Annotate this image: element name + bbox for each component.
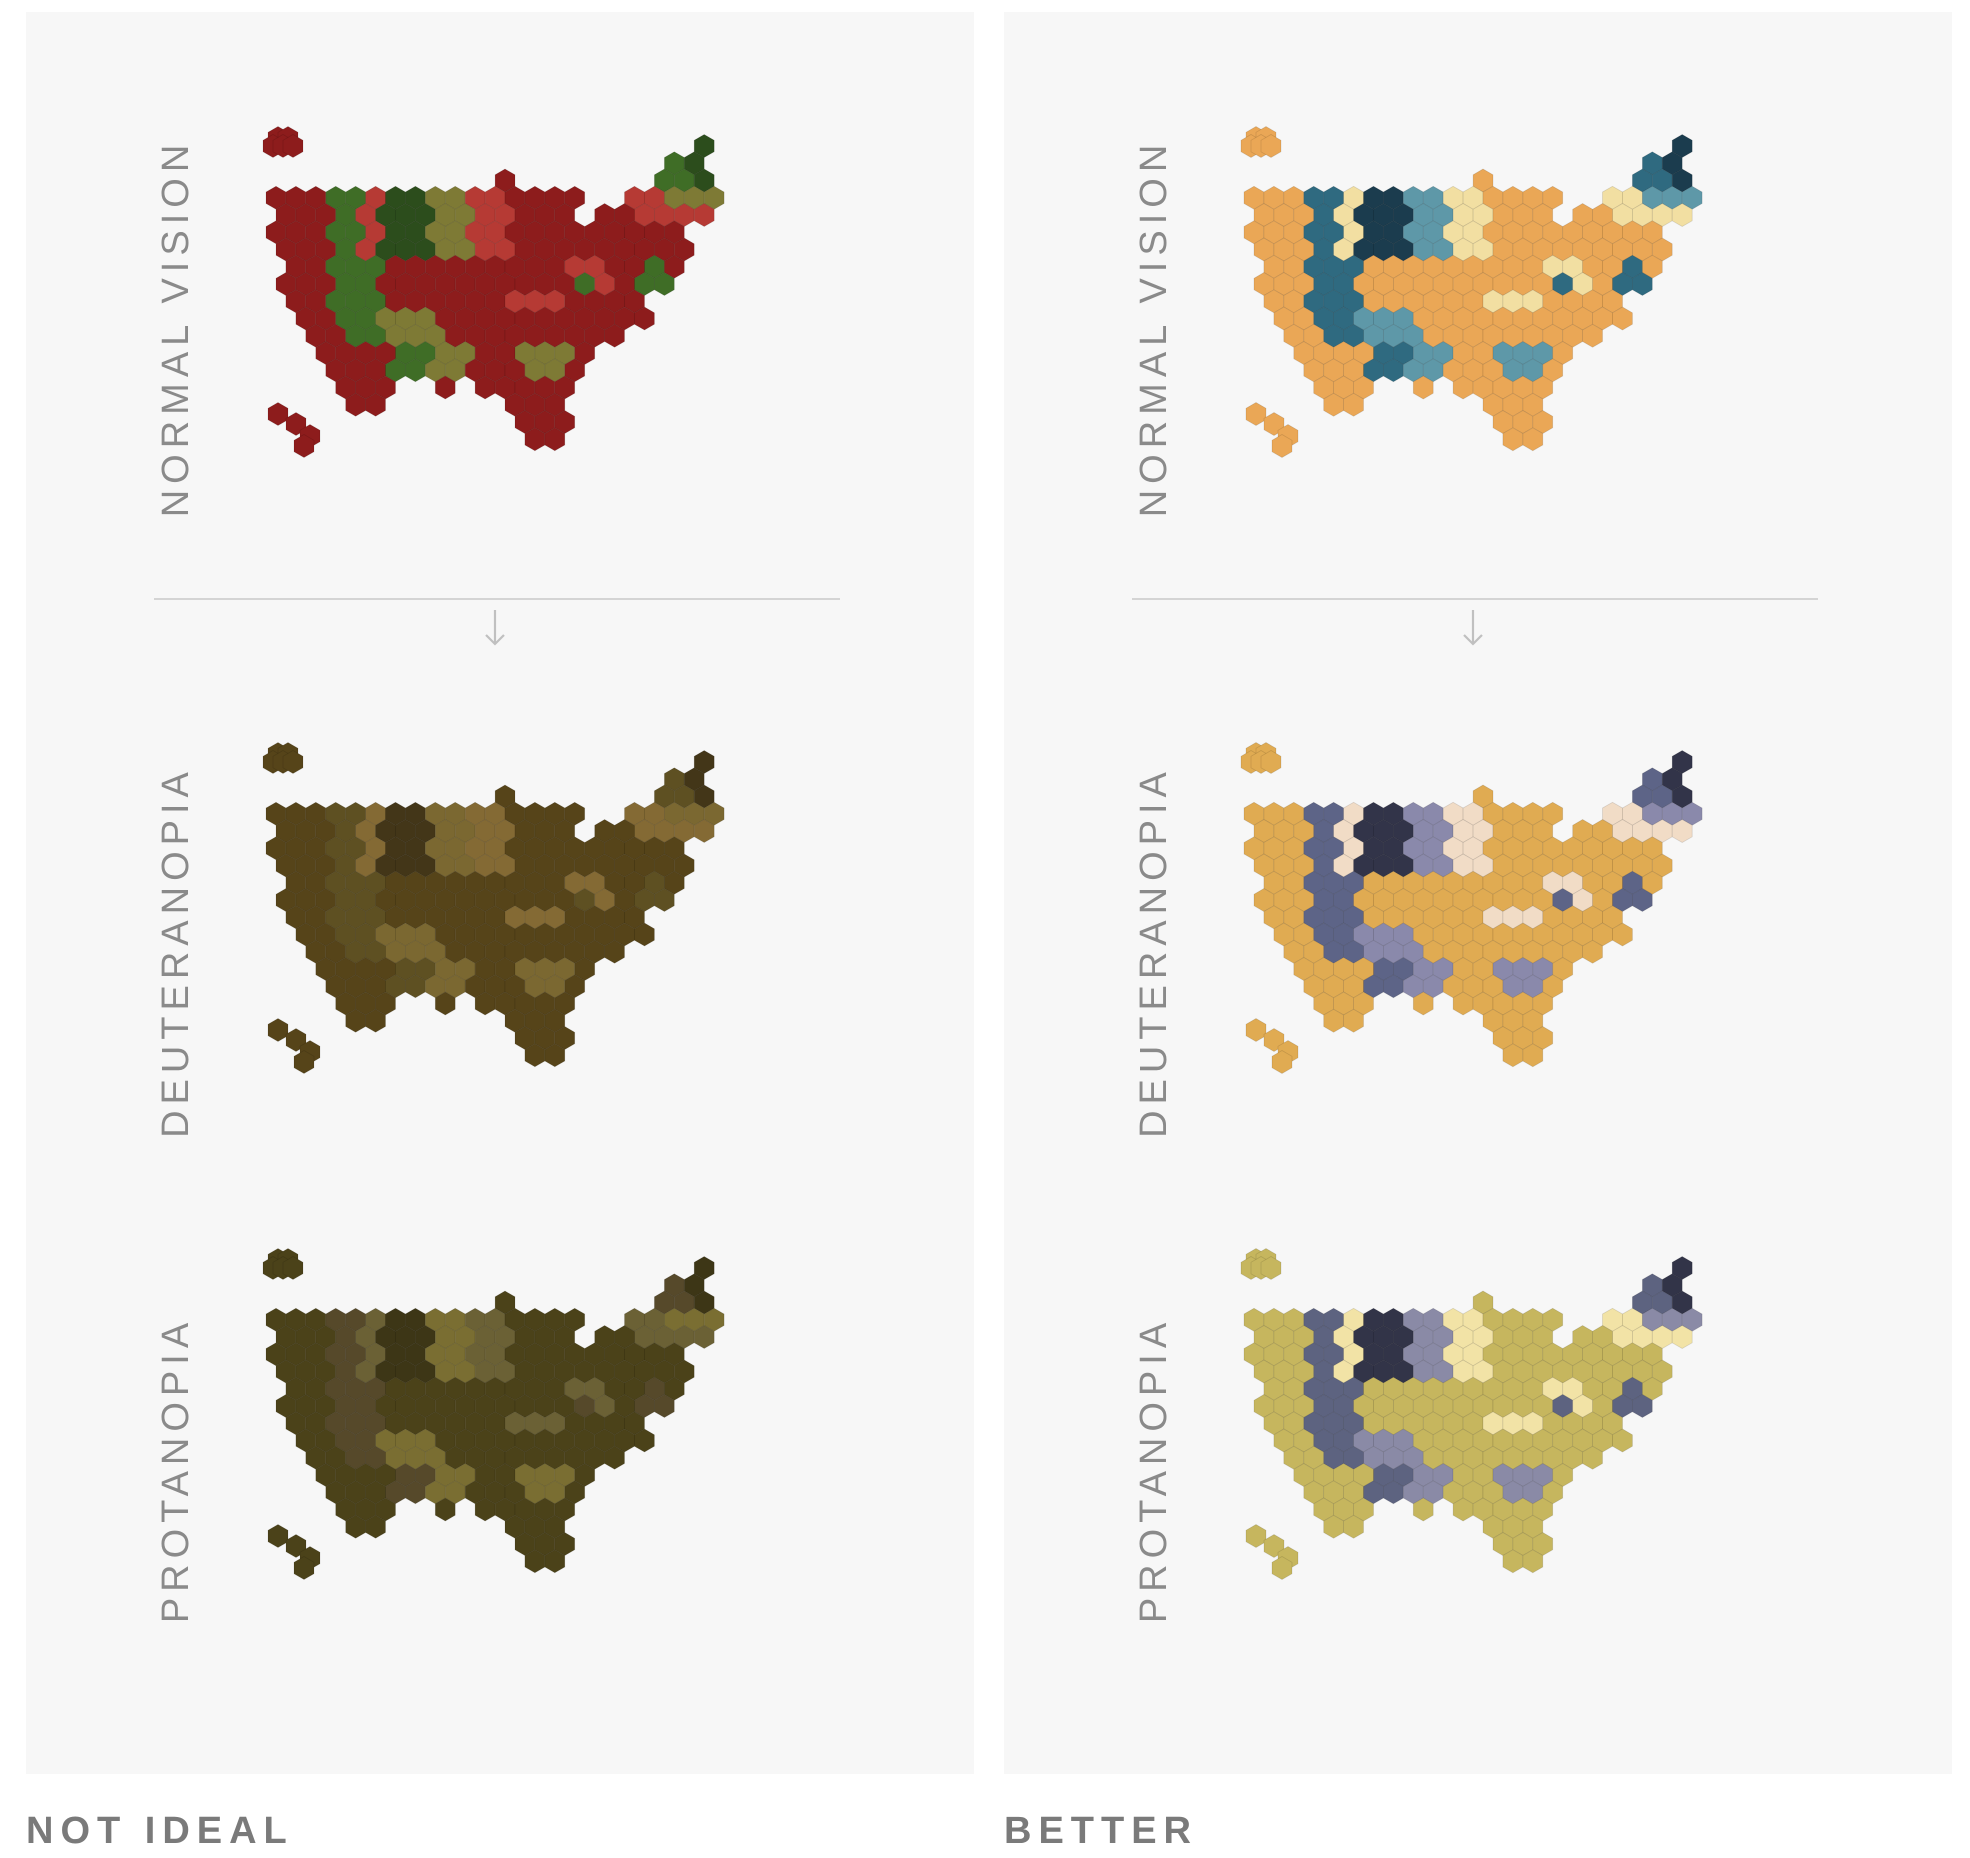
hex-cell xyxy=(434,991,456,1016)
hex-cell xyxy=(1343,1514,1364,1539)
hex-map-normal-vision xyxy=(262,126,725,458)
hex-cell xyxy=(1343,392,1364,417)
hex-map-normal-vision xyxy=(1240,126,1703,458)
hex-cell xyxy=(1412,375,1434,400)
hex-cell xyxy=(293,434,315,458)
hex-cell xyxy=(1632,272,1653,296)
hex-cell xyxy=(634,306,655,331)
section-divider xyxy=(1132,598,1818,600)
caption-better: BETTER xyxy=(1004,1810,1198,1852)
hex-cell xyxy=(1671,819,1693,843)
hex-cell xyxy=(1632,888,1653,912)
panel-better: NORMAL VISION DEUTERANOPIA PROTANOPIA xyxy=(1004,12,1952,1774)
hex-cell xyxy=(604,323,625,348)
hex-cell xyxy=(282,750,304,774)
hex-map-protanopia xyxy=(1240,1248,1703,1580)
hex-cell xyxy=(1582,323,1603,348)
hex-cell xyxy=(293,1556,315,1580)
down-arrow-icon xyxy=(1463,610,1483,646)
hex-cell xyxy=(267,402,289,426)
hex-cell xyxy=(1245,402,1267,426)
hex-cell xyxy=(1271,1050,1293,1074)
hex-cell xyxy=(1260,750,1282,774)
hex-cell xyxy=(1612,1428,1633,1453)
hex-cell xyxy=(267,1018,289,1042)
hex-cell xyxy=(1343,1008,1364,1033)
hex-cell xyxy=(1522,1043,1544,1068)
hex-cell xyxy=(1271,1556,1293,1580)
hex-cell xyxy=(282,134,304,158)
hex-cell xyxy=(1260,134,1282,158)
hex-cell xyxy=(282,1256,304,1280)
hex-cell xyxy=(544,1549,566,1574)
hex-cell xyxy=(654,888,675,912)
hex-cell xyxy=(1245,1018,1267,1042)
hex-cell xyxy=(693,1325,715,1349)
hex-cell xyxy=(544,1043,566,1068)
hex-cell xyxy=(1260,1256,1282,1280)
hex-cell xyxy=(1412,1497,1434,1522)
hex-cell xyxy=(365,1008,386,1033)
hex-cell xyxy=(1612,922,1633,947)
hex-cell xyxy=(1271,434,1293,458)
hex-cell xyxy=(604,939,625,964)
hex-cell xyxy=(1522,1549,1544,1574)
hex-cell xyxy=(604,1445,625,1470)
hex-cell xyxy=(1245,1524,1267,1548)
hex-map-deuteranopia xyxy=(1240,742,1703,1074)
hex-cell xyxy=(1522,427,1544,452)
hex-cell xyxy=(654,1394,675,1418)
hex-cell xyxy=(365,1514,386,1539)
hex-cell xyxy=(1671,203,1693,227)
hex-cell xyxy=(1582,939,1603,964)
hex-cell xyxy=(293,1050,315,1074)
hex-map-deuteranopia xyxy=(262,742,725,1074)
hex-cell xyxy=(693,819,715,843)
hex-cell xyxy=(1671,1325,1693,1349)
map-grid-better xyxy=(1240,126,1703,1580)
hex-cell xyxy=(693,203,715,227)
hex-cell xyxy=(1612,306,1633,331)
hex-cell xyxy=(365,392,386,417)
hex-cell xyxy=(544,427,566,452)
hex-cell xyxy=(634,922,655,947)
hex-cell xyxy=(634,1428,655,1453)
caption-not-ideal: NOT IDEAL xyxy=(26,1810,294,1852)
hex-cell xyxy=(1632,1394,1653,1418)
hex-cell xyxy=(1582,1445,1603,1470)
hex-cell xyxy=(434,1497,456,1522)
down-arrow-icon xyxy=(485,610,505,646)
panel-not-ideal: NORMAL VISION DEUTERANOPIA PROTANOPIA xyxy=(26,12,974,1774)
section-divider xyxy=(154,598,840,600)
hex-cell xyxy=(267,1524,289,1548)
hex-cell xyxy=(654,272,675,296)
hex-cell xyxy=(434,375,456,400)
hex-map-protanopia xyxy=(262,1248,725,1580)
hex-cell xyxy=(1412,991,1434,1016)
map-grid-not-ideal xyxy=(262,126,725,1580)
